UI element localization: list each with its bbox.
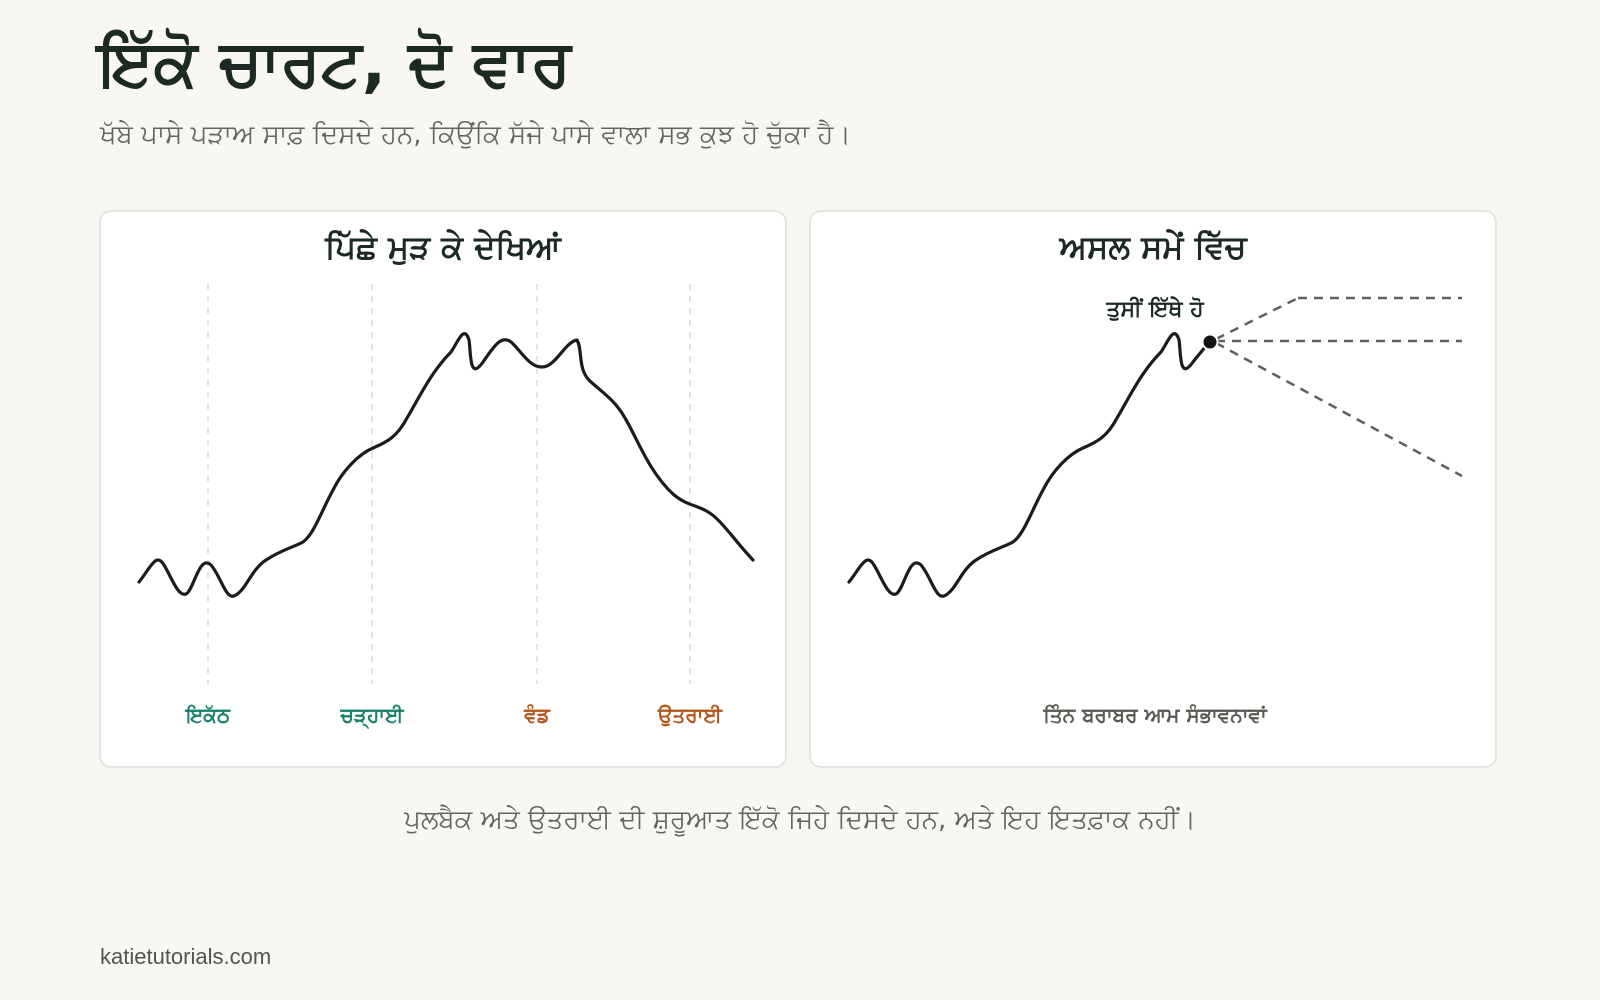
- scenario-path-down: [1215, 341, 1463, 478]
- phase-label-markdown: ਉਤਰਾਈ: [657, 703, 723, 727]
- footer-site[interactable]: katietutorials.com: [100, 944, 272, 969]
- current-position-marker: [1201, 333, 1219, 351]
- phase-label-markup: ਚੜ੍ਹਾਈ: [339, 703, 405, 730]
- realtime-panel: ਅਸਲ ਸਮੇਂ ਵਿੱਚ ਤੁਸੀਂ ਇੱਥੇ ਹੋ ਤਿੰਨ ਬਰਾਬਰ ਆ…: [809, 210, 1497, 768]
- page-subtitle: ਖੱਬੇ ਪਾਸੇ ਪੜਾਅ ਸਾਫ਼ ਦਿਸਦੇ ਹਨ, ਕਿਉਂਕਿ ਸੱਜ…: [100, 120, 851, 150]
- realtime-chart: ਤੁਸੀਂ ਇੱਥੇ ਹੋ ਤਿੰਨ ਬਰਾਬਰ ਆਮ ਸੰਭਾਵਨਾਵਾਂ: [847, 295, 1463, 727]
- hindsight-chart: ਇਕੱਠ ਚੜ੍ਹਾਈ ਵੰਡ ਉਤਰਾਈ: [137, 284, 755, 730]
- hindsight-panel-title: ਪਿੱਛੇ ਮੁੜ ਕੇ ਦੇਖਿਆਂ: [325, 228, 561, 266]
- scenario-path-up: [1215, 296, 1299, 341]
- realtime-panel-title: ਅਸਲ ਸਮੇਂ ਵਿੱਚ: [1059, 228, 1247, 266]
- price-line: [847, 332, 1211, 598]
- price-line: [137, 332, 755, 598]
- hindsight-panel: ਪਿੱਛੇ ਮੁੜ ਕੇ ਦੇਖਿਆਂ ਇਕੱਠ ਚੜ੍ਹਾਈ ਵੰਡ ਉਤਰਾ…: [99, 210, 787, 768]
- scenarios-label: ਤਿੰਨ ਬਰਾਬਰ ਆਮ ਸੰਭਾਵਨਾਵਾਂ: [1042, 703, 1268, 727]
- phase-label-accumulation: ਇਕੱਠ: [184, 703, 231, 727]
- phase-label-distribution: ਵੰਡ: [523, 703, 551, 727]
- you-are-here-label: ਤੁਸੀਂ ਇੱਥੇ ਹੋ: [1105, 295, 1205, 322]
- page-title: ਇੱਕੋ ਚਾਰਟ, ਦੋ ਵਾਰ: [98, 27, 571, 101]
- bottom-caption: ਪੁਲਬੈਕ ਅਤੇ ਉਤਰਾਈ ਦੀ ਸ਼ੁਰੂਆਤ ਇੱਕੋ ਜਿਹੇ ਦਿ…: [404, 805, 1196, 835]
